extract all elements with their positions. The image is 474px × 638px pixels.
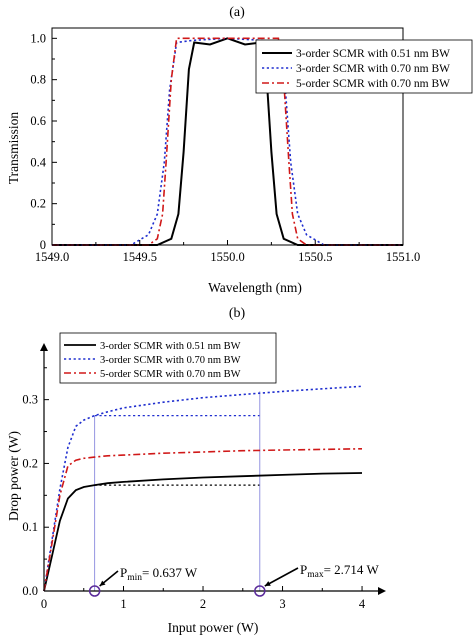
x-tick-label-b: 1 [120, 597, 126, 611]
y-tick-label-a: 0.4 [30, 155, 46, 169]
pmin-arrowhead [99, 580, 106, 586]
x-tick-label-a: 1550.0 [210, 250, 244, 264]
x-tick-label-b: 4 [359, 597, 366, 611]
plot-area-b: 0 1 2 3 4 0.0 0.1 0.2 0.3 Pmin= 0.637 W Pmax= 2.71… [22, 332, 386, 611]
y-axis-label-b: Drop power (W) [6, 431, 21, 521]
x-tick-label-a: 1549.5 [123, 250, 157, 264]
legend-label-b-2: 3-order SCMR with 0.70 nm BW [100, 355, 241, 366]
y-tick-label-a: 0 [40, 238, 46, 252]
legend-box-a [255, 39, 473, 94]
series-line-a-2 [52, 37, 403, 246]
series-line-b-1 [43, 472, 363, 592]
series-line-a-1 [52, 37, 403, 246]
pmax-arrow [264, 567, 299, 587]
x-tick-label-a: 1550.5 [298, 250, 332, 264]
y-tick-label-a: 0.8 [30, 73, 46, 87]
pmax-arrowhead [264, 581, 271, 586]
legend-label-b-3: 5-order SCMR with 0.70 nm BW [100, 369, 241, 380]
y-tick-label-b: 0.0 [22, 584, 38, 598]
series-line-a-3 [52, 37, 403, 246]
x-axis-arrow-b [378, 587, 386, 595]
pmin-marker [88, 585, 101, 597]
legend-label-a-1: 3-order SCMR with 0.51 nm BW [296, 48, 450, 60]
panel-label-b: (b) [229, 306, 246, 321]
pmin-label: Pmin= 0.637 W [120, 565, 198, 583]
legend-b: 3-order SCMR with 0.51 nm BW 3-order SCMR… [59, 332, 277, 384]
y-axis-label-a: Transmission [6, 112, 21, 185]
y-tick-label-b: 0.3 [22, 393, 38, 407]
legend-label-a-3: 5-order SCMR with 0.70 nm BW [296, 78, 450, 90]
y-tick-label-b: 0.1 [22, 520, 38, 534]
chart-panel-b: (b) 0 1 2 3 4 0.0 0.1 0.2 0.3 Pmin= 0.637 W Pmax= … [6, 306, 386, 635]
legend-label-b-1: 3-order SCMR with 0.51 nm BW [100, 341, 241, 352]
x-tick-label-b: 2 [200, 597, 206, 611]
series-line-b-3 [43, 448, 363, 592]
x-tick-label-a: 1549.0 [35, 250, 69, 264]
y-tick-label-b: 0.2 [22, 456, 38, 470]
y-tick-label-a: 0.2 [30, 197, 46, 211]
x-axis-label-a: Wavelength (nm) [208, 280, 302, 295]
x-tick-label-a: 1551.0 [386, 250, 420, 264]
pmax-marker [254, 585, 266, 597]
y-tick-label-a: 0.6 [30, 114, 46, 128]
legend-a: 3-order SCMR with 0.51 nm BW 3-order SCMR… [255, 39, 473, 94]
plot-area-a: 1549.0 1549.5 1550.0 1550.5 1551.0 0 0.2 0.4 0.6… [30, 27, 473, 264]
series-line-b-2 [43, 385, 363, 592]
legend-label-a-2: 3-order SCMR with 0.70 nm BW [296, 63, 450, 75]
x-axis-label-b: Input power (W) [168, 620, 259, 635]
y-axis-arrow-b [40, 343, 48, 351]
x-tick-label-b: 3 [279, 597, 285, 611]
legend-box-b [59, 332, 277, 384]
panel-label-a: (a) [229, 5, 245, 20]
x-tick-label-b: 0 [41, 597, 47, 611]
y-tick-label-a: 1.0 [30, 31, 46, 45]
pmax-label: Pmax= 2.714 W [300, 562, 379, 580]
chart-panel-a: (a) 1549.0 1549.5 1550.0 1550.5 1551.0 0 0.2 0.… [6, 5, 473, 295]
